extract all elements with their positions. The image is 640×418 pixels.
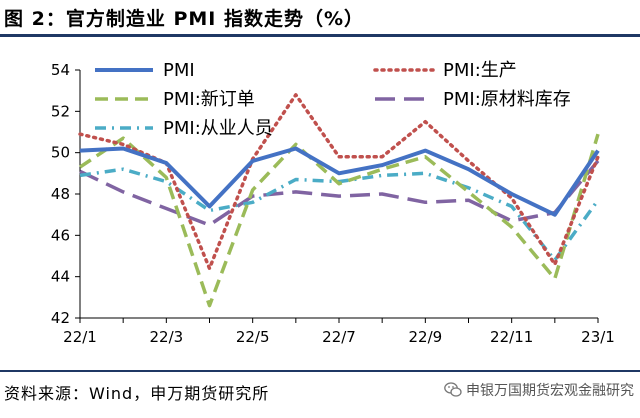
watermark-text: 申银万国期货宏观金融研究 [466,383,634,399]
figure-title: 图 2：官方制造业 PMI 指数走势（%） [4,8,365,30]
pmi-line-chart: 42 44 46 48 50 52 54 22/1 22/3 22/5 22/7 22/9 22/11 2… [51,60,615,346]
x-tick-label: 22/5 [236,328,270,346]
chart-series [78,93,600,308]
x-tick-label: 23/1 [581,328,615,346]
legend-label-2: PMI:新订单 [163,89,255,110]
x-tick-label: 22/3 [149,328,183,346]
chart-axes: 42 44 46 48 50 52 54 22/1 22/3 22/5 22/7 22/9 22/11 2… [51,61,615,346]
wechat-icon [444,382,462,397]
legend-label-0: PMI [163,60,195,81]
y-tick-label: 54 [51,61,70,79]
series-line-3 [79,159,600,227]
x-tick-label: 22/7 [322,328,356,346]
y-tick-label: 50 [51,144,70,162]
y-tick-label: 46 [51,226,70,244]
watermark: 申银万国期货宏观金融研究 [444,380,634,400]
x-tick-label: 22/1 [63,328,97,346]
x-tick-label: 22/11 [490,328,533,346]
legend-label-3: PMI:原材料库存 [443,89,571,110]
legend-label-1: PMI:生产 [443,60,517,81]
x-tick-label: 22/9 [408,328,442,346]
series-line-0 [79,146,600,217]
y-tick-label: 48 [51,185,70,203]
source-note: 资料来源：Wind，申万期货研究所 [4,384,270,403]
footer-divider [0,370,640,372]
legend-label-4: PMI:从业人员 [163,118,273,139]
y-tick-label: 42 [51,309,70,327]
y-tick-label: 52 [51,102,70,120]
series-line-2 [79,133,600,308]
title-divider [0,34,640,37]
y-tick-label: 44 [51,268,70,286]
chart-legend: PMI PMI:生产 PMI:新订单 PMI:原材料库存 PMI:从业人员 [95,60,571,139]
